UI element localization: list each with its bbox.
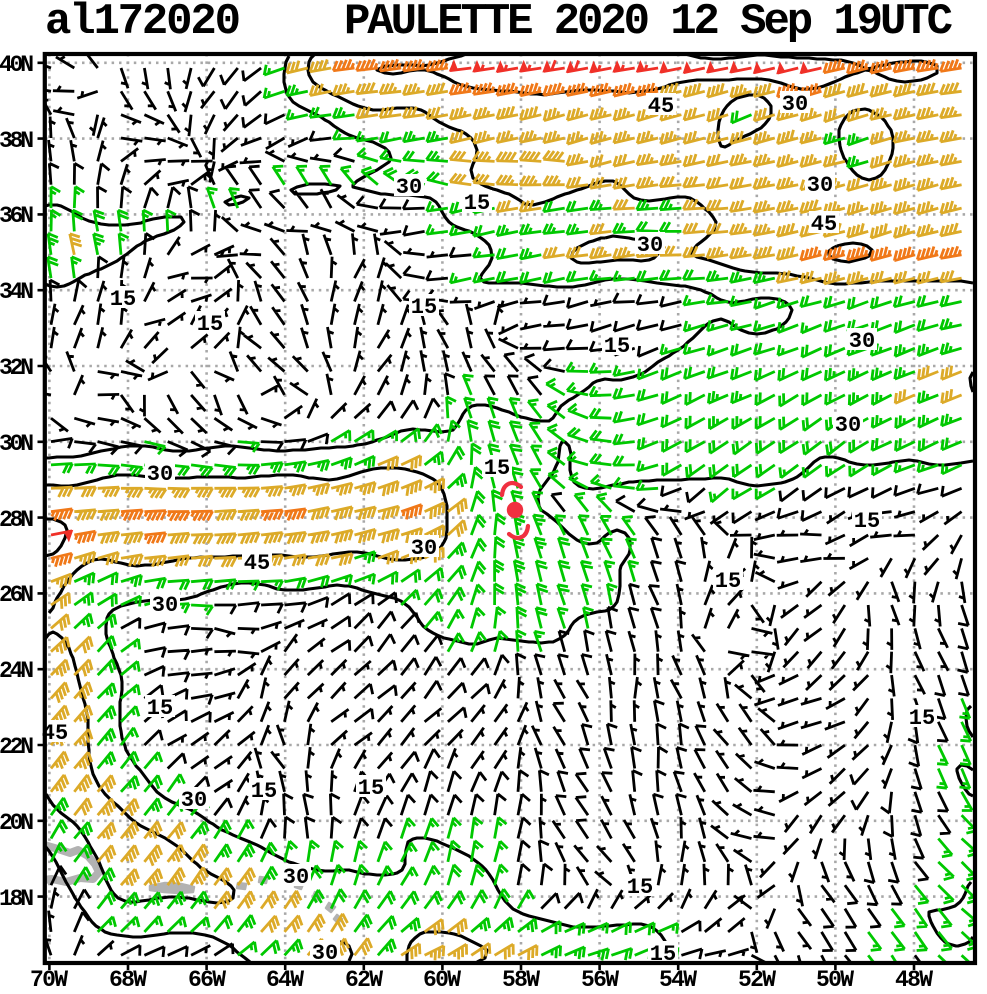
svg-text:45: 45 — [811, 212, 837, 237]
svg-text:66W: 66W — [188, 967, 226, 989]
svg-text:15: 15 — [197, 312, 223, 337]
svg-text:54W: 54W — [659, 967, 697, 989]
svg-text:30: 30 — [283, 865, 309, 890]
svg-text:30: 30 — [181, 788, 207, 813]
svg-text:15: 15 — [464, 191, 490, 216]
svg-text:34N: 34N — [0, 279, 34, 305]
svg-text:30: 30 — [835, 413, 861, 438]
svg-text:62W: 62W — [345, 967, 383, 989]
svg-text:58W: 58W — [502, 967, 540, 989]
svg-text:15: 15 — [909, 706, 935, 731]
svg-text:32N: 32N — [0, 355, 34, 381]
svg-text:48W: 48W — [895, 967, 933, 989]
svg-text:15: 15 — [251, 779, 277, 804]
svg-text:30: 30 — [849, 329, 875, 354]
svg-text:56W: 56W — [581, 967, 619, 989]
svg-text:45: 45 — [244, 551, 270, 576]
svg-text:PAULETTE 2020 12 Sep 19UTC: PAULETTE 2020 12 Sep 19UTC — [344, 0, 953, 47]
svg-text:28N: 28N — [0, 507, 34, 533]
svg-text:64W: 64W — [266, 967, 304, 989]
svg-text:15: 15 — [358, 776, 384, 801]
svg-text:26N: 26N — [0, 582, 34, 608]
svg-text:30: 30 — [411, 536, 437, 561]
svg-text:30: 30 — [637, 233, 663, 258]
svg-text:60W: 60W — [423, 967, 461, 989]
svg-text:50W: 50W — [816, 967, 854, 989]
svg-text:15: 15 — [110, 287, 136, 312]
svg-text:22N: 22N — [0, 734, 34, 760]
svg-text:30: 30 — [396, 175, 422, 200]
svg-text:18N: 18N — [0, 886, 34, 912]
svg-text:45: 45 — [648, 94, 674, 119]
svg-text:15: 15 — [627, 875, 653, 900]
svg-text:15: 15 — [604, 334, 630, 359]
svg-text:38N: 38N — [0, 128, 34, 154]
svg-text:24N: 24N — [0, 658, 34, 684]
svg-text:20N: 20N — [0, 810, 34, 836]
svg-text:52W: 52W — [738, 967, 776, 989]
svg-text:15: 15 — [854, 509, 880, 534]
svg-text:30: 30 — [147, 462, 173, 487]
svg-text:70W: 70W — [30, 967, 68, 989]
svg-text:30: 30 — [782, 92, 808, 117]
svg-text:15: 15 — [411, 295, 437, 320]
svg-text:15: 15 — [484, 456, 510, 481]
svg-text:36N: 36N — [0, 203, 34, 229]
svg-text:al172020: al172020 — [45, 0, 241, 47]
svg-text:30N: 30N — [0, 431, 34, 457]
svg-text:68W: 68W — [109, 967, 147, 989]
svg-text:15: 15 — [147, 696, 173, 721]
svg-text:40N: 40N — [0, 52, 34, 78]
svg-text:30: 30 — [807, 173, 833, 198]
svg-text:15: 15 — [715, 569, 741, 594]
svg-text:30: 30 — [152, 593, 178, 618]
